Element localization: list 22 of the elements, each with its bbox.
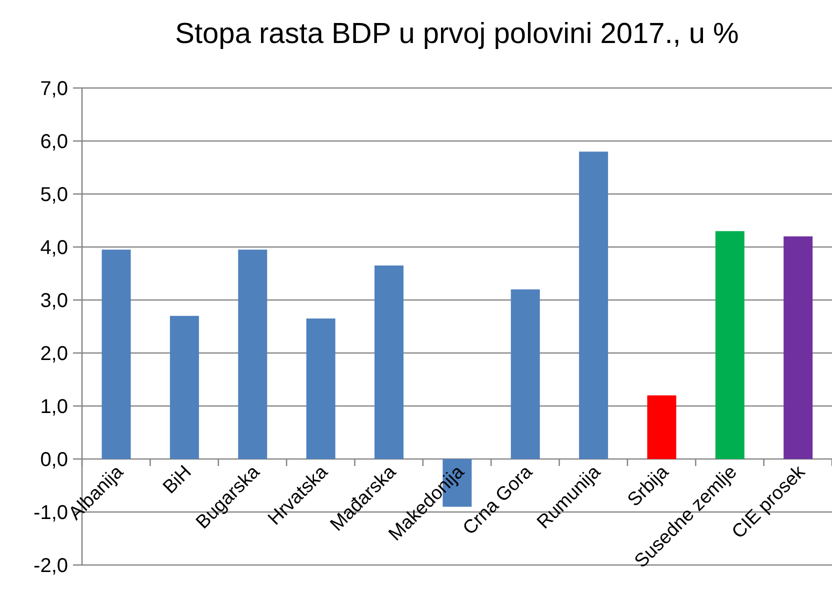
y-tick-label: 5,0 — [40, 184, 68, 206]
bar — [102, 250, 131, 459]
bar — [784, 236, 813, 459]
bar — [238, 250, 268, 459]
bar — [510, 289, 540, 459]
y-tick-label: 1,0 — [40, 396, 68, 418]
y-tick-label: 6,0 — [40, 131, 68, 154]
bar — [647, 395, 676, 459]
bar — [715, 231, 744, 459]
y-tick-label: -2,0 — [34, 555, 68, 578]
chart-title: Stopa rasta BDP u prvoj polovini 2017., u % — [174, 18, 740, 51]
y-tick-label: 3,0 — [40, 290, 68, 312]
bar — [306, 318, 336, 459]
y-tick-label: 2,0 — [40, 343, 68, 366]
bar — [374, 266, 404, 459]
y-tick-label: 0,0 — [40, 449, 68, 472]
bar — [579, 152, 608, 459]
x-tick-label: BiH — [159, 462, 196, 498]
y-tick-label: 4,0 — [40, 237, 68, 260]
bar — [170, 316, 199, 459]
y-tick-label: 7,0 — [40, 78, 68, 100]
y-tick-label: -1,0 — [34, 502, 68, 524]
